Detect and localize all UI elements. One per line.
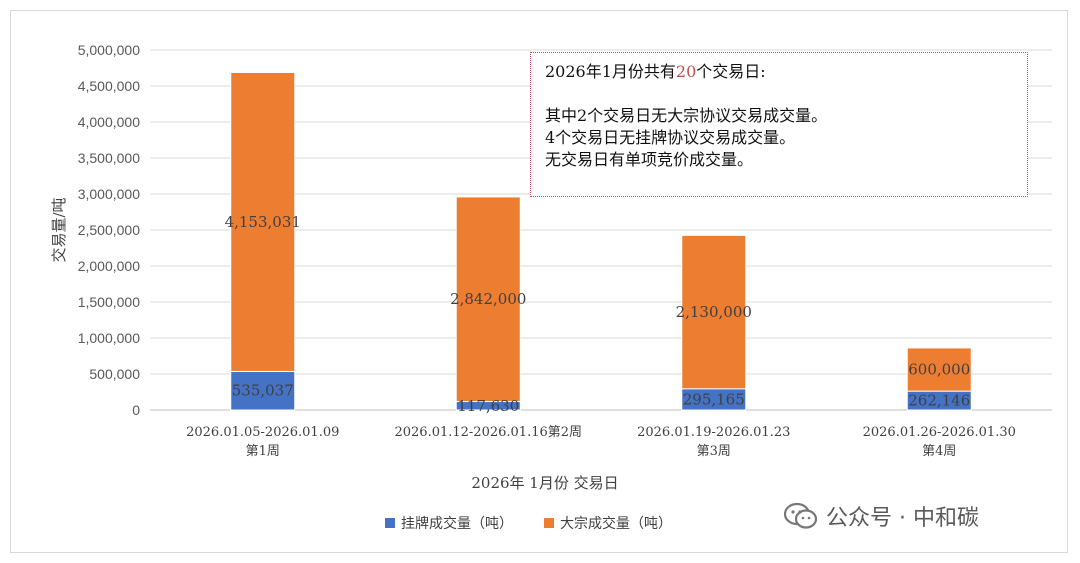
y-tick-label: 4,000,000 xyxy=(78,114,140,130)
y-tick-label: 1,500,000 xyxy=(78,294,140,310)
data-label: 295,165 xyxy=(683,390,745,408)
x-tick-label: 2026.01.05-2026.01.09 xyxy=(186,425,339,440)
annotation-line-1: 2026年1月份共有20个交易日: xyxy=(545,62,766,81)
y-tick-label: 2,500,000 xyxy=(78,222,140,238)
x-axis-title: 2026年 1月份 交易日 xyxy=(471,474,618,492)
bar-segment xyxy=(230,71,296,372)
bar-segment xyxy=(455,196,521,403)
x-tick-label: 第1周 xyxy=(246,444,280,459)
x-tick-labels: 2026.01.05-2026.01.09 第1周 2026.01.12-2026.… xyxy=(186,425,1016,459)
legend-swatch xyxy=(385,518,395,528)
legend-label: 挂牌成交量（吨） xyxy=(401,515,513,532)
data-label: 2,842,000 xyxy=(450,290,526,308)
watermark-text: 公众号 · 中和碳 xyxy=(826,506,979,531)
data-label: 4,153,031 xyxy=(225,213,301,231)
trading-days-count: 20 xyxy=(675,62,697,81)
y-tick-label: 2,000,000 xyxy=(78,258,140,274)
legend: 挂牌成交量（吨） 大宗成交量（吨） xyxy=(385,515,672,532)
data-label: 600,000 xyxy=(908,361,970,379)
x-tick-label: 第3周 xyxy=(697,444,731,459)
annotation-box: 2026年1月份共有20个交易日: 其中2个交易日无大宗协议交易成交量。 4个交… xyxy=(530,52,1028,197)
bar-segment xyxy=(681,234,747,390)
annotation-line-4: 无交易日有单项竞价成交量。 xyxy=(545,150,754,169)
bar-segment xyxy=(230,370,296,411)
data-label: 535,037 xyxy=(232,382,294,400)
x-tick-label: 2026.01.19-2026.01.23 xyxy=(637,425,790,440)
annotation-line-3: 4个交易日无挂牌协议交易成交量。 xyxy=(545,128,796,147)
wechat-icon xyxy=(784,502,818,529)
bar-segment xyxy=(906,347,972,392)
y-tick-label: 3,500,000 xyxy=(78,150,140,166)
legend-swatch xyxy=(544,518,554,528)
data-labels: 535,037 4,153,031 117,630 2,842,000 295,165 2… xyxy=(225,213,971,415)
y-tick-label: 500,000 xyxy=(89,366,140,382)
y-tick-label: 1,000,000 xyxy=(78,330,140,346)
legend-label: 大宗成交量（吨） xyxy=(560,515,672,532)
y-axis-title: 交易量/吨 xyxy=(50,197,68,262)
y-tick-label: 5,000,000 xyxy=(78,42,140,58)
bars xyxy=(230,71,972,411)
y-tick-labels: 0 500,000 1,000,000 1,500,000 2,000,000 2,500… xyxy=(78,42,141,418)
x-tick-label: 第4周 xyxy=(922,444,956,459)
y-tick-label: 4,500,000 xyxy=(78,78,140,94)
y-tick-label: 3,000,000 xyxy=(78,186,140,202)
data-label: 262,146 xyxy=(908,392,970,410)
x-tick-label: 2026.01.12-2026.01.16第2周 xyxy=(394,425,582,440)
y-tick-label: 0 xyxy=(132,402,140,418)
x-tick-label: 2026.01.26-2026.01.30 xyxy=(863,425,1016,440)
watermark: 公众号 · 中和碳 xyxy=(784,500,979,532)
data-label: 2,130,000 xyxy=(676,303,752,321)
annotation-line-2: 其中2个交易日无大宗协议交易成交量。 xyxy=(545,106,828,125)
data-label: 117,630 xyxy=(457,397,519,415)
